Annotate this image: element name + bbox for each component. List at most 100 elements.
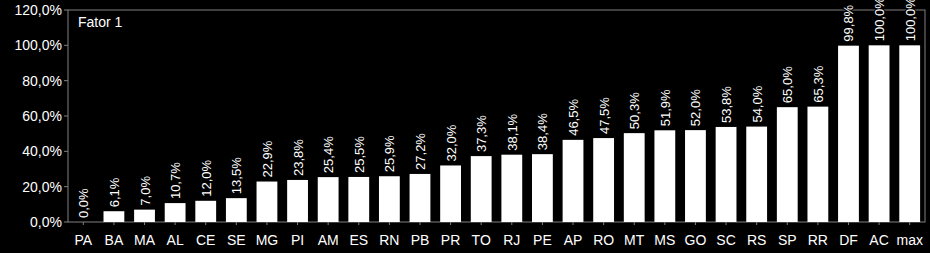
x-tick-label: PE bbox=[533, 232, 552, 248]
data-label: 50,3% bbox=[627, 92, 642, 129]
x-tick-label: CE bbox=[196, 232, 215, 248]
x-tick bbox=[450, 222, 451, 225]
y-tick-label: 120,0% bbox=[15, 2, 62, 18]
data-label: 25,9% bbox=[382, 135, 397, 172]
bar bbox=[471, 156, 492, 222]
x-tick-label: RN bbox=[379, 232, 399, 248]
bar bbox=[104, 211, 125, 222]
data-label: 38,1% bbox=[505, 113, 520, 150]
x-tick bbox=[787, 222, 788, 225]
y-tick-label: 0,0% bbox=[30, 214, 62, 230]
data-label: 46,5% bbox=[566, 99, 581, 136]
x-tick bbox=[542, 222, 543, 225]
x-tick bbox=[511, 222, 512, 225]
x-tick-label: MA bbox=[134, 232, 156, 248]
bar bbox=[593, 138, 614, 222]
y-tick bbox=[64, 186, 68, 187]
y-tick bbox=[64, 222, 68, 223]
bar bbox=[134, 210, 155, 222]
y-tick bbox=[64, 151, 68, 152]
y-tick-label: 20,0% bbox=[22, 179, 62, 195]
data-label: 100,0% bbox=[872, 0, 887, 41]
data-label: 10,7% bbox=[168, 162, 183, 199]
data-label: 12,0% bbox=[199, 159, 214, 196]
bar bbox=[195, 201, 216, 222]
bar bbox=[716, 127, 737, 222]
bar bbox=[807, 107, 828, 222]
x-tick-label: RS bbox=[747, 232, 766, 248]
x-tick-label: AP bbox=[564, 232, 583, 248]
bar bbox=[348, 177, 369, 222]
data-label: 25,4% bbox=[321, 136, 336, 173]
x-tick bbox=[848, 222, 849, 225]
x-tick bbox=[328, 222, 329, 225]
x-tick bbox=[236, 222, 237, 225]
x-tick-label: AL bbox=[167, 232, 184, 248]
x-tick-label: MT bbox=[624, 232, 645, 248]
x-tick-label: SE bbox=[227, 232, 246, 248]
x-tick-label: SP bbox=[778, 232, 797, 248]
bar bbox=[777, 107, 798, 222]
data-label: 99,8% bbox=[841, 4, 856, 41]
data-label: 38,4% bbox=[535, 113, 550, 150]
x-tick bbox=[389, 222, 390, 225]
x-tick-label: RR bbox=[808, 232, 828, 248]
bar bbox=[318, 177, 339, 222]
bar bbox=[869, 45, 890, 222]
data-label: 52,0% bbox=[688, 89, 703, 126]
bar bbox=[226, 198, 247, 222]
x-tick bbox=[266, 222, 267, 225]
x-tick-label: MG bbox=[256, 232, 279, 248]
bar bbox=[440, 165, 461, 222]
x-tick bbox=[205, 222, 206, 225]
data-label: 100,0% bbox=[903, 0, 918, 41]
x-tick-label: GO bbox=[685, 232, 707, 248]
bar bbox=[654, 130, 675, 222]
x-tick-label: RJ bbox=[503, 232, 520, 248]
plot-frame bbox=[68, 10, 925, 222]
chart: 0,0%20,0%40,0%60,0%80,0%100,0%120,0%0,0%… bbox=[0, 0, 930, 253]
bar bbox=[685, 130, 706, 222]
bar bbox=[410, 174, 431, 222]
data-label: 27,2% bbox=[413, 133, 428, 170]
bar bbox=[165, 203, 186, 222]
bar bbox=[838, 46, 859, 222]
x-tick bbox=[909, 222, 910, 225]
x-tick bbox=[83, 222, 84, 225]
x-tick bbox=[481, 222, 482, 225]
x-tick bbox=[664, 222, 665, 225]
x-tick-label: max bbox=[896, 232, 922, 248]
data-label: 23,8% bbox=[291, 139, 306, 176]
y-tick bbox=[64, 45, 68, 46]
bar bbox=[624, 133, 645, 222]
bar bbox=[563, 140, 584, 222]
x-tick-label: RO bbox=[593, 232, 614, 248]
bar bbox=[287, 180, 308, 222]
x-tick bbox=[175, 222, 176, 225]
data-label: 7,0% bbox=[138, 176, 153, 206]
x-tick bbox=[144, 222, 145, 225]
x-tick bbox=[726, 222, 727, 225]
x-tick bbox=[817, 222, 818, 225]
data-label: 0,0% bbox=[76, 188, 91, 218]
data-label: 47,5% bbox=[597, 97, 612, 134]
x-tick-label: PI bbox=[291, 232, 304, 248]
x-tick bbox=[603, 222, 604, 225]
x-tick-label: TO bbox=[472, 232, 491, 248]
x-tick bbox=[297, 222, 298, 225]
bar bbox=[532, 154, 553, 222]
title: Fator 1 bbox=[78, 14, 123, 30]
data-label: 54,0% bbox=[750, 85, 765, 122]
x-tick bbox=[358, 222, 359, 225]
data-label: 37,3% bbox=[474, 115, 489, 152]
x-tick bbox=[113, 222, 114, 225]
x-tick bbox=[419, 222, 420, 225]
data-label: 32,0% bbox=[444, 124, 459, 161]
y-tick bbox=[64, 10, 68, 11]
y-tick-label: 100,0% bbox=[15, 37, 62, 53]
x-tick bbox=[695, 222, 696, 225]
x-tick-label: BA bbox=[105, 232, 124, 248]
x-tick-label: PR bbox=[441, 232, 460, 248]
y-tick bbox=[64, 116, 68, 117]
x-tick-label: AC bbox=[869, 232, 888, 248]
